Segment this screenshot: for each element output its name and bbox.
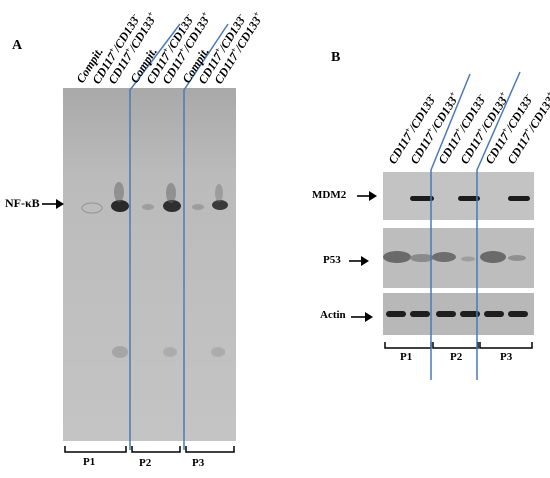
divider-b-2 — [476, 71, 521, 380]
patient-label-b-p3: P3 — [500, 351, 513, 363]
gel-a-band — [163, 200, 181, 212]
patient-label-a-p3: P3 — [192, 457, 205, 469]
gel-a-band-smear — [215, 184, 223, 202]
p53-band — [410, 254, 434, 262]
bracket-a-p2 — [131, 446, 181, 453]
gel-a-band-smear — [166, 183, 176, 203]
arrow-nfkb-head — [56, 199, 64, 209]
divider-a-1 — [129, 23, 181, 450]
actin-band — [508, 311, 528, 317]
mdm2-band — [508, 196, 530, 201]
gel-a-low-smear — [163, 347, 177, 357]
divider-b-1 — [430, 73, 471, 380]
p53-band — [383, 251, 411, 263]
band-label-actin: Actin — [320, 309, 346, 321]
arrow-actin-head — [365, 312, 373, 322]
gel-a — [63, 88, 236, 441]
actin-band — [484, 311, 504, 317]
panel-b-letter: B — [331, 50, 341, 65]
arrow-mdm2-head — [369, 191, 377, 201]
p53-band — [432, 252, 456, 262]
bracket-a-p1 — [64, 446, 127, 453]
p53-band — [461, 256, 475, 262]
bracket-b-p1 — [384, 342, 432, 349]
bracket-b-p3 — [479, 342, 533, 349]
gel-a-low-smear — [112, 346, 128, 358]
gel-a-band-faint — [81, 202, 103, 214]
actin-band — [386, 311, 406, 317]
patient-label-a-p1: P1 — [83, 456, 96, 468]
p53-band — [508, 255, 526, 261]
arrow-p53-head — [361, 256, 369, 266]
panel-a-letter: A — [12, 38, 23, 53]
actin-band — [460, 311, 480, 317]
mdm2-band — [410, 196, 434, 201]
patient-label-b-p2: P2 — [450, 351, 463, 363]
bracket-b-p2 — [432, 342, 479, 349]
divider-a-2 — [183, 23, 229, 450]
gel-a-band — [111, 200, 129, 212]
gel-a-band — [212, 200, 228, 210]
actin-band — [436, 311, 456, 317]
gel-a-band-smear — [114, 182, 124, 202]
band-label-mdm2: MDM2 — [312, 189, 347, 201]
p53-band — [480, 251, 506, 263]
gel-a-band-faint — [142, 204, 154, 210]
patient-label-a-p2: P2 — [139, 457, 152, 469]
band-label-p53: P53 — [323, 254, 341, 266]
bracket-a-p3 — [185, 446, 235, 453]
patient-label-b-p1: P1 — [400, 351, 413, 363]
band-label-nfkb: NF-κB — [5, 196, 40, 210]
blot-mdm2 — [383, 172, 534, 220]
actin-band — [410, 311, 430, 317]
gel-a-low-smear — [211, 347, 225, 357]
gel-a-band-faint — [192, 204, 204, 210]
mdm2-band — [458, 196, 480, 201]
